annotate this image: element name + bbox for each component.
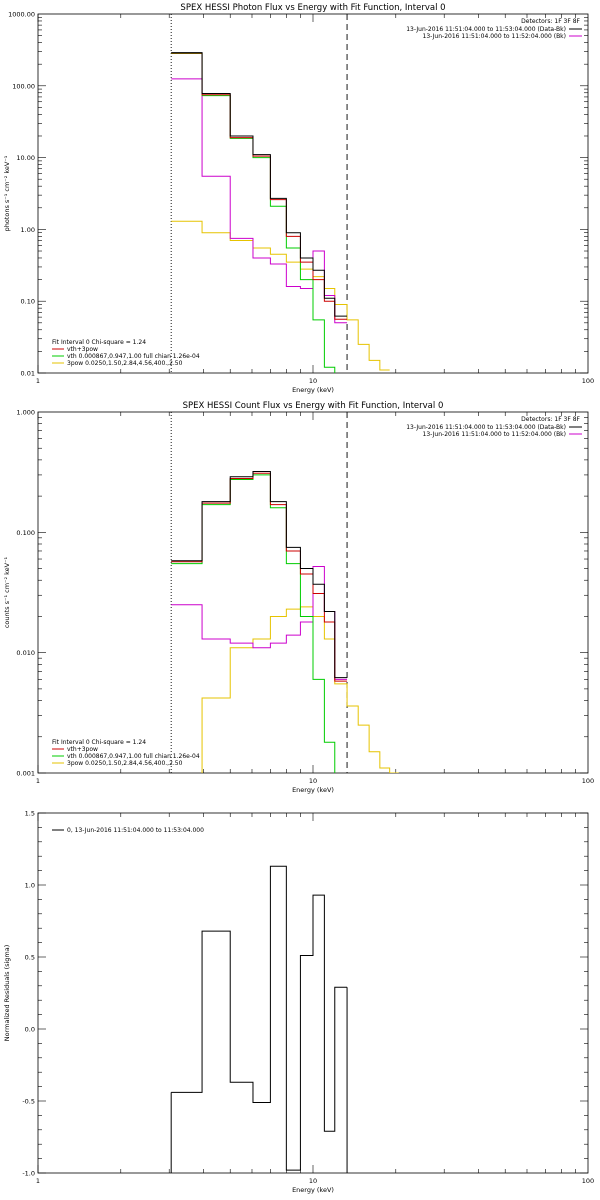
legend-left-entry: vth 0.000867,0.947,1.00 full chian 1.26e… — [67, 353, 200, 360]
chart-panel-1: SPEX HESSI Photon Flux vs Energy with Fi… — [3, 3, 594, 394]
x-tick-label: 100 — [582, 377, 594, 385]
y-tick-label: 1.00 — [21, 226, 35, 234]
x-tick-label: 100 — [582, 1177, 594, 1185]
legend-left-entry: vth 0.000867,0.947,1.00 full chian 1.26e… — [67, 753, 200, 760]
legend-left-entry: 3pow 0.0250,1.50,2.84,4.56,400.,2.50 — [67, 760, 183, 767]
y-tick-label: 1.5 — [25, 810, 35, 818]
y-tick-label: 100.00 — [12, 82, 35, 90]
legend-left-entry: 0, 13-Jun-2016 11:51:04.000 to 11:53:04.… — [67, 827, 204, 834]
y-tick-label: 1000.00 — [8, 11, 35, 19]
legend-left-entry: vth+3pow — [67, 746, 98, 753]
chart-title: SPEX HESSI Photon Flux vs Energy with Fi… — [180, 3, 445, 13]
chart-title: SPEX HESSI Count Flux vs Energy with Fit… — [183, 401, 444, 411]
y-axis-label: photons s⁻¹ cm⁻² keV⁻¹ — [3, 155, 11, 231]
y-tick-label: 0.100 — [16, 529, 35, 537]
x-tick-label: 10 — [309, 777, 317, 785]
legend-detectors: Detectors: 1F 3F 8F — [521, 416, 580, 423]
legend-left-entry: vth+3pow — [67, 346, 98, 353]
y-tick-label: 1.0 — [25, 882, 35, 890]
legend-right-entry: 13-Jun-2016 11:51:04.000 to 11:52:04.000… — [423, 431, 566, 438]
y-axis-label: Normalized Residuals (sigma) — [3, 945, 11, 1042]
legend-fit-header: Fit Interval 0 Chi-square = 1.24 — [52, 339, 146, 346]
legend-right-entry: 13-Jun-2016 11:51:04.000 to 11:52:04.000… — [423, 33, 566, 40]
y-tick-label: 10.00 — [16, 154, 35, 162]
y-tick-label: 0.0 — [25, 1026, 35, 1034]
series-data — [171, 52, 348, 317]
y-tick-label: 0.001 — [16, 770, 35, 778]
y-tick-label: -0.5 — [22, 1098, 35, 1106]
y-axis-label: counts s⁻¹ cm⁻² keV⁻¹ — [3, 556, 11, 628]
x-tick-label: 1 — [36, 777, 40, 785]
chart-panel-2: SPEX HESSI Count Flux vs Energy with Fit… — [3, 401, 594, 794]
y-tick-label: 0.01 — [21, 370, 35, 378]
legend-right-entry: 13-Jun-2016 11:51:04.000 to 11:53:04.000… — [406, 26, 566, 33]
series-data — [171, 471, 348, 679]
legend-right-entry: 13-Jun-2016 11:51:04.000 to 11:53:04.000… — [406, 424, 566, 431]
legend-left-entry: 3pow 0.0250,1.50,2.84,4.56,400.,2.50 — [67, 360, 183, 367]
series-residuals — [171, 865, 348, 1171]
y-tick-label: 0.010 — [16, 649, 35, 657]
legend-detectors: Detectors: 1F 3F 8F — [521, 18, 580, 25]
x-axis-label: Energy (keV) — [292, 386, 334, 394]
y-tick-label: -1.0 — [22, 1170, 35, 1178]
x-tick-label: 100 — [582, 777, 594, 785]
y-tick-label: 0.10 — [21, 298, 35, 306]
x-tick-label: 10 — [309, 1177, 317, 1185]
x-axis-label: Energy (keV) — [292, 786, 334, 794]
y-tick-label: 0.5 — [25, 954, 35, 962]
x-tick-label: 1 — [36, 377, 40, 385]
x-tick-label: 1 — [36, 1177, 40, 1185]
legend-fit-header: Fit Interval 0 Chi-square = 1.24 — [52, 739, 146, 746]
series-3pow — [201, 606, 399, 773]
chart-panel-3: 1 10 100 Energy (keV) -1.0 -0.5 0.0 0.5 1.0 1.5 No… — [3, 810, 594, 1195]
x-axis-label: Energy (keV) — [292, 1186, 334, 1194]
x-tick-label: 10 — [309, 377, 317, 385]
y-tick-label: 1.000 — [16, 409, 35, 417]
